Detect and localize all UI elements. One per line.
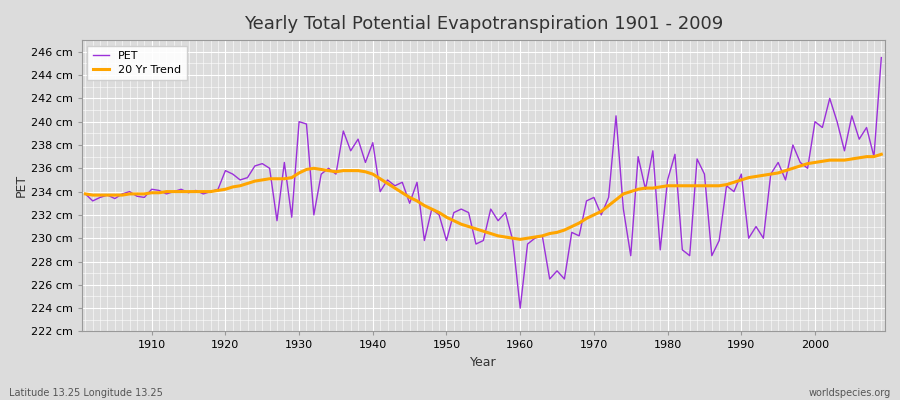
20 Yr Trend <box>610 197 621 202</box>
PET <box>302 122 312 126</box>
20 Yr Trend <box>346 168 356 173</box>
20 Yr Trend <box>522 236 533 240</box>
Text: worldspecies.org: worldspecies.org <box>809 388 891 398</box>
PET <box>508 238 518 243</box>
Line: 20 Yr Trend: 20 Yr Trend <box>86 154 881 239</box>
Line: PET: PET <box>86 58 881 308</box>
Y-axis label: PET: PET <box>15 174 28 197</box>
PET <box>80 192 91 196</box>
PET <box>515 306 526 310</box>
PET <box>522 242 533 246</box>
20 Yr Trend <box>876 152 886 157</box>
PET <box>610 114 621 118</box>
PET <box>876 55 886 60</box>
Title: Yearly Total Potential Evapotranspiration 1901 - 2009: Yearly Total Potential Evapotranspiratio… <box>244 15 723 33</box>
20 Yr Trend <box>515 237 526 242</box>
20 Yr Trend <box>508 236 518 240</box>
X-axis label: Year: Year <box>470 356 497 369</box>
Legend: PET, 20 Yr Trend: PET, 20 Yr Trend <box>87 46 187 80</box>
Text: Latitude 13.25 Longitude 13.25: Latitude 13.25 Longitude 13.25 <box>9 388 163 398</box>
20 Yr Trend <box>302 167 312 172</box>
20 Yr Trend <box>139 192 149 196</box>
PET <box>139 195 149 200</box>
PET <box>346 148 356 153</box>
20 Yr Trend <box>80 192 91 196</box>
